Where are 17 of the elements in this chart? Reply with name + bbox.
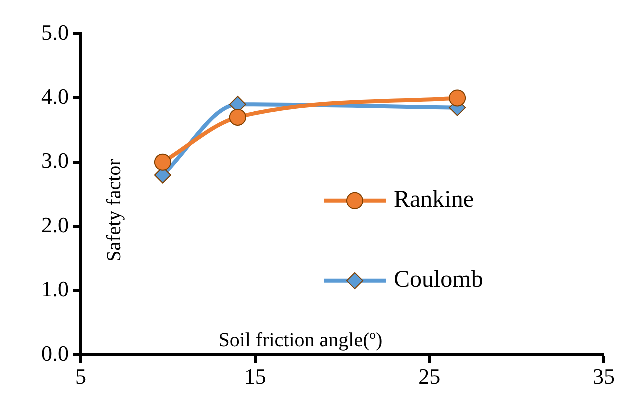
- y-axis-title: Safety factor: [103, 158, 126, 262]
- legend-label: Coulomb: [394, 267, 484, 294]
- x-tick-label: 35: [593, 364, 615, 389]
- y-tick-label: 1.0: [42, 276, 69, 302]
- y-tick-label: 3.0: [42, 148, 69, 174]
- y-tick-label: 0.0: [42, 340, 69, 366]
- x-axis-title: Soil friction angle(º): [218, 329, 383, 352]
- y-tick-label: 5.0: [42, 20, 69, 45]
- point: [154, 154, 172, 171]
- y-tick-label: 4.0: [42, 84, 69, 109]
- x-tick-label: 25: [418, 364, 441, 389]
- point: [449, 90, 466, 107]
- x-tick-label: 15: [244, 364, 266, 389]
- legend-label: Rankine: [394, 187, 474, 214]
- point: [229, 108, 246, 126]
- x-tick-label: 5: [76, 364, 86, 389]
- y-tick-label: 2.0: [42, 212, 69, 238]
